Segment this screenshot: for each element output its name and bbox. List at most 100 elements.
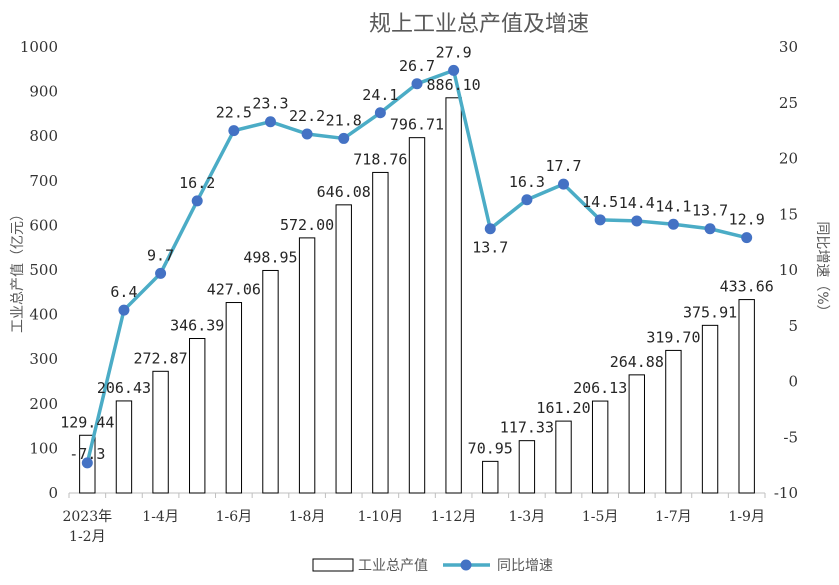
bar	[225, 302, 243, 494]
right-axis-tick-label: -10	[774, 484, 798, 502]
line-point	[411, 78, 423, 90]
x-axis-tick-label: 1-8月	[289, 509, 326, 525]
bar	[518, 440, 536, 494]
left-axis-tick-label: 800	[29, 127, 58, 145]
chart-title: 规上工业总产值及增速	[369, 12, 589, 37]
right-axis-title: 同比增速（%）	[814, 221, 830, 318]
growth-value-label: 14.5	[582, 193, 618, 211]
x-axis-tick-label: 1-5月	[582, 509, 619, 525]
left-axis-tick-label: 900	[29, 83, 58, 101]
growth-value-label: 14.4	[619, 194, 655, 212]
bar	[298, 237, 316, 494]
bar	[335, 204, 352, 494]
right-axis-tick-label: 15	[779, 205, 798, 223]
bar-series	[79, 97, 755, 494]
line-point	[484, 223, 496, 235]
growth-value-label: 22.2	[289, 107, 325, 125]
line-point	[594, 214, 606, 226]
line-labels: -7.36.49.716.222.5 23.322.2 21.824.126.727…	[69, 43, 764, 462]
bar-value-label: 427.06	[207, 281, 261, 299]
right-axis-tick-label: 5	[788, 317, 798, 335]
growth-value-label: 16.2	[179, 174, 215, 192]
right-axis-tick-label: 20	[779, 150, 798, 168]
bar	[665, 349, 682, 494]
bar-value-label: 572.00	[280, 216, 334, 234]
left-axis-tick-label: 1000	[20, 38, 58, 56]
line-point	[264, 116, 276, 128]
bar	[591, 400, 609, 494]
line-point	[521, 194, 533, 206]
bar	[555, 420, 572, 494]
right-axis-tick-label: 10	[779, 261, 798, 279]
growth-value-label: -7.3	[69, 445, 105, 463]
bar	[115, 400, 133, 494]
growth-value-label: 6.4	[110, 283, 137, 301]
line-point	[118, 304, 130, 316]
left-axis-tick-label: 200	[29, 395, 58, 413]
bar	[408, 137, 426, 494]
line-point	[228, 125, 240, 137]
right-axis-tick-label: -5	[783, 428, 798, 446]
legend: 工业总产值 同比增速	[312, 558, 553, 574]
bar-value-label: 646.08	[317, 183, 371, 201]
growth-value-label: 9.7	[147, 246, 174, 264]
left-axis-tick-label: 0	[48, 484, 58, 502]
bar-value-label: 206.13	[573, 379, 627, 397]
growth-value-label: 16.3	[509, 173, 545, 191]
bar-value-label: 129.44	[60, 413, 114, 431]
bar	[482, 460, 499, 494]
x-axis-tick-label: 1-12月	[431, 509, 476, 525]
left-axis-tick-label: 600	[29, 216, 58, 234]
bar	[189, 338, 206, 494]
line-point	[741, 232, 753, 244]
x-axis-tick-label: 1-2月	[69, 529, 106, 545]
line-series	[81, 64, 753, 469]
bar-value-label: 433.66	[720, 278, 774, 296]
growth-value-label: 17.7	[545, 157, 581, 175]
line-point	[374, 107, 386, 119]
growth-value-label: 27.9	[436, 43, 472, 61]
line-point	[191, 195, 203, 207]
line-point	[704, 223, 716, 235]
left-axis-tick-label: 500	[29, 261, 58, 279]
right-axis-tick-label: 0	[788, 373, 798, 391]
bar-labels: 129.44 206.43 272.87 346.39 427.06 498.95 572.…	[60, 76, 774, 458]
line-point	[81, 457, 93, 469]
line-point	[448, 64, 460, 76]
x-axis-tick-label: 1-6月	[216, 509, 253, 525]
bar	[628, 374, 645, 494]
bar-value-label: 718.76	[353, 150, 407, 168]
line-point	[558, 178, 570, 190]
bar-value-label: 161.20	[536, 399, 590, 417]
bar	[445, 97, 462, 494]
x-axis-tick-label: 1-4月	[142, 509, 179, 525]
right-axis-tick-label: 25	[779, 94, 798, 112]
bar	[262, 269, 279, 494]
right-axis-tick-label: 30	[779, 38, 798, 56]
bar-value-label: 70.95	[468, 439, 513, 457]
bar-value-label: 319.70	[646, 328, 700, 346]
growth-value-label: 13.7	[692, 202, 728, 220]
bar-value-label: 117.33	[500, 419, 554, 437]
line-point	[338, 132, 350, 144]
left-axis-title: 工业总产值（亿元）	[10, 207, 26, 333]
x-axis-tick-label: 2023年	[62, 509, 112, 525]
growth-value-label: 26.7	[399, 57, 435, 75]
growth-value-label: 23.3	[252, 95, 288, 113]
line-point	[301, 128, 313, 140]
x-axis: 2023年 1-2月 1-4月 1-6月 1-8月 1-10月 1-12月 1-3月 1-5月 1…	[62, 492, 766, 545]
bar-value-label: 272.87	[133, 349, 187, 367]
bar-value-label: 206.43	[97, 379, 151, 397]
growth-value-label: 24.1	[362, 86, 398, 104]
left-axis-tick-label: 400	[29, 306, 58, 324]
bar-value-label: 886.10	[427, 76, 481, 94]
growth-value-label: 14.1	[655, 197, 691, 215]
left-axis: 0 100 200 300 400 500 600 700 800 900 1000	[20, 38, 58, 502]
bar-value-label: 264.88	[610, 353, 664, 371]
bar-value-label: 375.91	[683, 303, 737, 321]
bar	[738, 299, 755, 494]
bar-value-label: 796.71	[390, 116, 444, 134]
legend-bar-label: 工业总产值	[358, 558, 428, 574]
